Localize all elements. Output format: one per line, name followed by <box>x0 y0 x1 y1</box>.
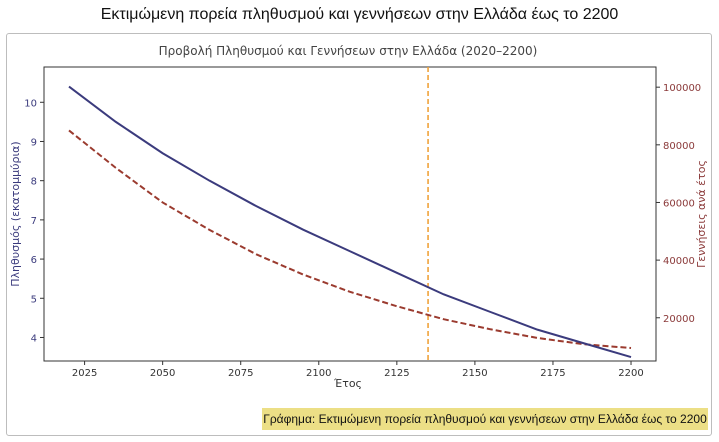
x-tick-label: 2075 <box>228 368 253 379</box>
x-tick-label: 2150 <box>462 368 487 379</box>
chart-title: Προβολή Πληθυσμού και Γεννήσεων στην Ελλ… <box>159 44 538 58</box>
y-tick-label: 9 <box>31 137 37 148</box>
y-axis-label: Πληθυσμός (εκατομμύρια) <box>9 141 22 286</box>
births-series-line <box>68 129 632 350</box>
x-tick-label: 2200 <box>618 368 643 379</box>
y-tick-label: 8 <box>31 177 37 188</box>
x-tick-label: 2125 <box>384 368 409 379</box>
y-tick-label: 6 <box>31 255 37 266</box>
y-tick-label: 4 <box>31 333 37 344</box>
x-axis-label: Έτος <box>333 377 362 390</box>
headline: Εκτιμώμενη πορεία πληθυσμού και γεννήσεω… <box>100 6 619 23</box>
y2-tick-label: 40000 <box>663 256 695 267</box>
chart-frame <box>6 33 712 436</box>
y2-tick-label: 20000 <box>663 314 695 325</box>
y-tick-label: 7 <box>31 216 37 227</box>
figure-caption: Γράφημα: Εκτιμώμενη πορεία πληθυσμού και… <box>262 408 708 430</box>
y2-axis-label: Γεννήσεις ανά έτος <box>695 160 708 268</box>
y-tick-label: 5 <box>31 294 37 305</box>
y2-tick-label: 60000 <box>663 198 695 209</box>
population-series-line <box>68 85 632 359</box>
x-tick-label: 2175 <box>540 368 565 379</box>
y2-tick-label: 80000 <box>663 141 695 152</box>
plot-area <box>43 66 657 362</box>
y2-tick-label: 100000 <box>663 83 701 94</box>
x-tick-label: 2100 <box>306 368 331 379</box>
y-tick-label: 10 <box>24 98 37 109</box>
x-tick-label: 2025 <box>72 368 97 379</box>
x-tick-label: 2050 <box>150 368 175 379</box>
